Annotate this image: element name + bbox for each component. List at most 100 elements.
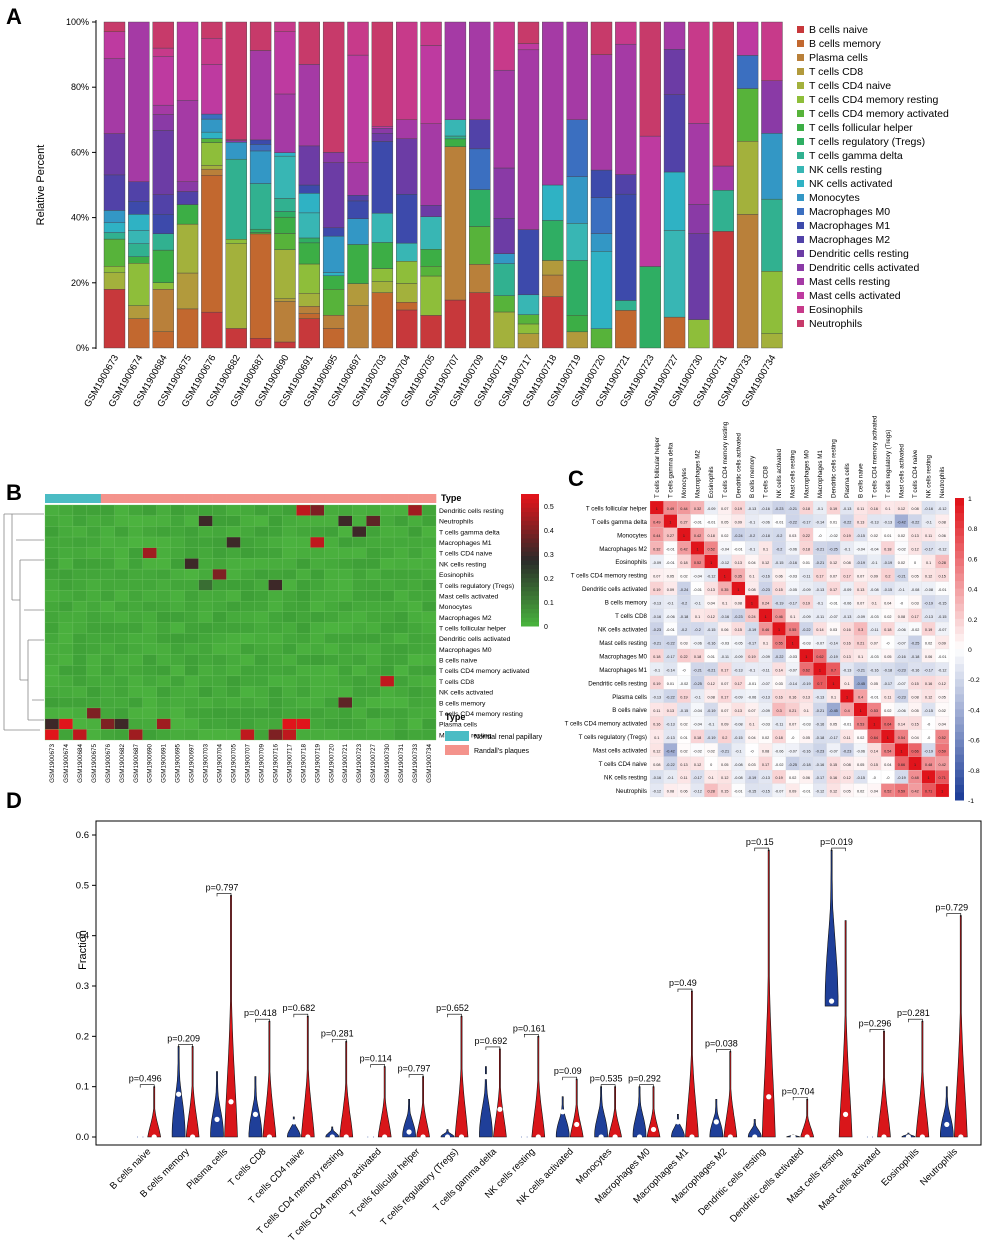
heat-cell: [338, 654, 353, 666]
heat-cell: [226, 526, 241, 538]
correlation-value: 0.02: [884, 615, 891, 619]
heatmap-cells: [44, 504, 437, 741]
heat-cell: [407, 515, 423, 527]
correlation-row-label: Neutrophils: [616, 788, 647, 795]
correlation-value: 0.06: [775, 574, 782, 578]
heat-cell: [100, 504, 115, 516]
heat-cell: [338, 622, 353, 634]
heat-cell: [310, 654, 325, 666]
heat-cell: [184, 675, 199, 687]
p-value-label: p=0.729: [935, 903, 968, 913]
colorbar-segment: [955, 747, 964, 756]
bar-segment: [371, 268, 394, 282]
heat-cell: [156, 633, 171, 645]
legend-swatch: [797, 82, 804, 89]
bar-segment: [639, 266, 661, 349]
correlation-value: 0.16: [843, 628, 850, 632]
correlation-value: 0.07: [653, 574, 660, 578]
median-randall: [919, 1134, 925, 1140]
heat-cell: [379, 718, 395, 730]
correlation-value: 0.12: [721, 776, 728, 780]
heat-cell: [170, 515, 185, 527]
heat-cell: [114, 643, 129, 655]
correlation-value: -0.05: [734, 642, 743, 646]
colorbar-segment: [955, 573, 964, 582]
heat-cell: [324, 568, 339, 580]
heat-cell: [72, 643, 88, 655]
legend-normal-swatch: [445, 731, 469, 741]
bar-segment: [444, 146, 467, 301]
median-randall: [727, 1134, 733, 1140]
correlation-value: -0.09: [734, 655, 743, 659]
correlation-value: -0.01: [938, 588, 947, 592]
bar-segment: [761, 333, 783, 349]
heat-cell: [282, 579, 297, 591]
correlation-value: -0.19: [924, 601, 933, 605]
heat-cell: [128, 568, 143, 580]
median-randall: [804, 1134, 810, 1140]
heat-cell: [198, 729, 213, 741]
median-normal: [713, 1119, 719, 1125]
correlation-row-label: Macrophages M0: [599, 653, 647, 660]
correlation-value: 0.1: [709, 776, 714, 780]
heat-cell: [338, 665, 353, 677]
bar-segment: [128, 256, 150, 264]
correlation-value: 0.05: [939, 696, 946, 700]
legend-swatch: [797, 166, 804, 173]
correlation-value: -0.16: [924, 507, 933, 511]
legend-swatch: [797, 320, 804, 327]
correlation-value: 1: [900, 749, 902, 753]
correlation-value: -0.13: [761, 696, 770, 700]
bar-segment: [493, 253, 515, 264]
row-label: Dendritic cells activated: [439, 636, 511, 643]
heat-cell: [366, 526, 381, 538]
legend-label: Mast cells activated: [809, 290, 901, 302]
correlation-value: -0.15: [884, 588, 893, 592]
heat-cell: [310, 611, 325, 623]
correlation-value: 0.05: [911, 709, 918, 713]
correlation-value: -0.1: [844, 548, 851, 552]
heat-cell: [198, 536, 213, 548]
correlation-value: -0.12: [938, 507, 947, 511]
violin-randall: [761, 849, 776, 1138]
heat-cell: [100, 558, 115, 570]
correlation-value: 0.22: [803, 534, 810, 538]
heat-cell: [240, 643, 255, 655]
bar-segment: [322, 152, 345, 163]
correlation-value: -0: [927, 722, 930, 726]
heat-cell: [58, 547, 74, 559]
heat-cell: [268, 697, 283, 709]
heat-cell: [366, 558, 381, 570]
heat-cell: [58, 707, 74, 719]
bar-segment: [128, 243, 150, 257]
heat-cell: [44, 504, 60, 516]
heat-cell: [212, 515, 227, 527]
heat-cell: [352, 504, 367, 516]
correlation-value: -0.01: [775, 521, 784, 525]
heat-cell: [268, 504, 283, 516]
colorbar-segment: [955, 611, 964, 620]
correlation-value: -0.22: [802, 628, 811, 632]
heat-cell: [198, 611, 213, 623]
correlation-value: -0.18: [816, 736, 825, 740]
correlation-value: 0.42: [911, 790, 918, 794]
heat-cell: [310, 547, 325, 559]
p-value-label: p=0.296: [859, 1018, 892, 1028]
correlation-value: -0.16: [897, 655, 906, 659]
correlation-value: -0.17: [802, 521, 811, 525]
correlation-value: -0.12: [938, 548, 947, 552]
heat-cell: [421, 526, 437, 538]
heat-cell: [352, 686, 367, 698]
heat-cell: [184, 547, 199, 559]
heat-cell: [212, 526, 227, 538]
bar-segment: [322, 315, 345, 329]
heat-cell: [212, 643, 227, 655]
heat-cell: [282, 675, 297, 687]
correlation-value: -0.21: [856, 669, 865, 673]
p-value-label: p=0.161: [513, 1023, 546, 1033]
correlation-value: -0.04: [693, 709, 702, 713]
correlation-value: 0.55: [789, 628, 796, 632]
correlation-value: 0.18: [707, 534, 714, 538]
p-value-label: p=0.114: [360, 1054, 392, 1064]
